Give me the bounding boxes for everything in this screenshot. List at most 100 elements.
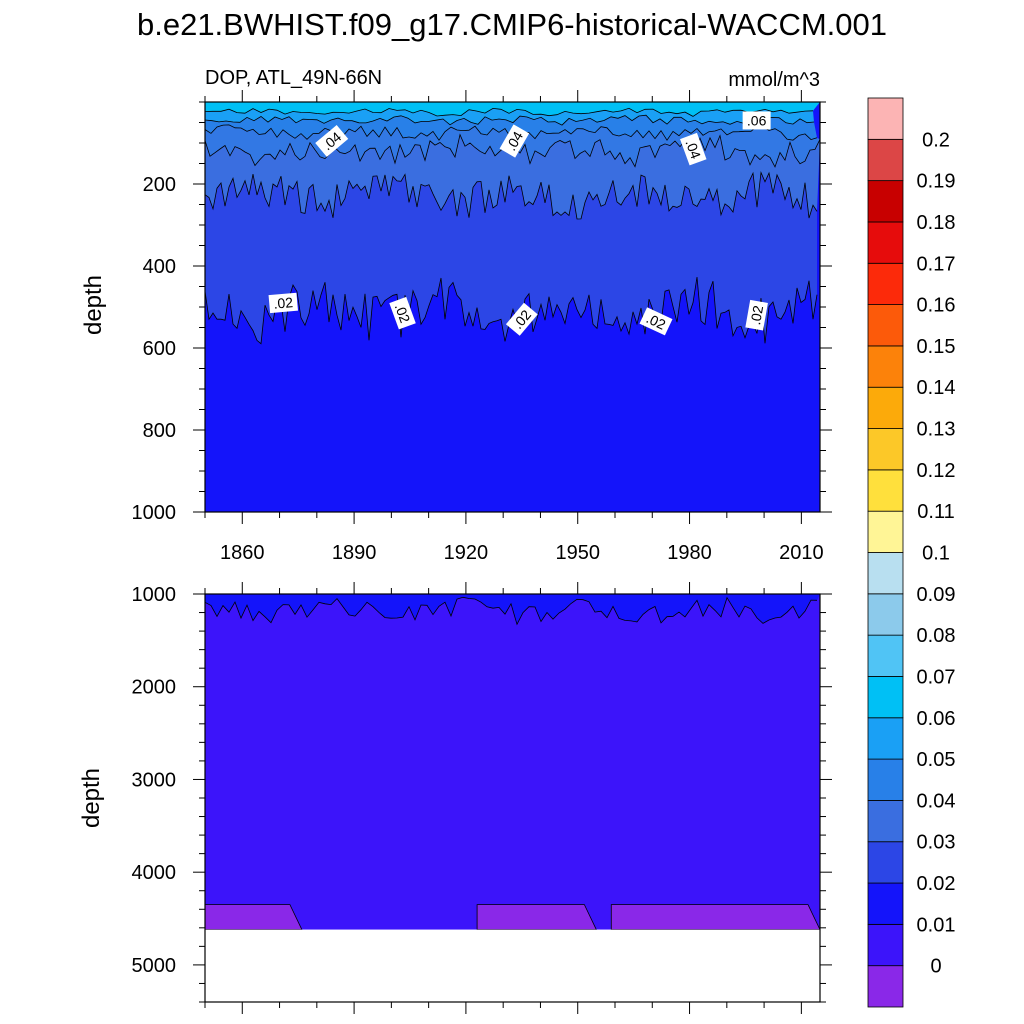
colorbar-swatch (867, 841, 904, 884)
colorbar-tick-label: 0.08 (917, 625, 956, 647)
colorbar-tick-label: 0.11 (917, 501, 954, 523)
y-tick-label: 400 (143, 256, 176, 278)
colorbar-swatch (867, 923, 904, 967)
colorbar-swatch (867, 262, 904, 305)
band-0-0.01-0 (204, 904, 303, 931)
band-0-0.01-2 (610, 904, 821, 931)
colorbar-swatch (867, 97, 904, 140)
band-0.06-0.07 (205, 102, 820, 117)
colorbar-tick-label: 0.04 (917, 790, 956, 812)
contour-label: .02 (268, 292, 299, 314)
colorbar-swatch (867, 510, 904, 553)
colorbar-swatch (867, 345, 904, 388)
y-tick-label: 200 (143, 174, 176, 196)
colorbar-tick-label: 0.15 (917, 336, 956, 358)
colorbar-tick-label: 0 (930, 956, 941, 978)
colorbar-swatch (867, 882, 904, 925)
colorbar-swatch (867, 800, 904, 843)
colorbar-tick-label: 0.14 (917, 377, 956, 399)
colorbar-tick-label: 0.07 (917, 666, 956, 688)
contour-line-4 (204, 170, 818, 220)
band-0-0.01-1 (476, 904, 597, 931)
colorbar-tick-label: 0.2 (922, 129, 950, 151)
colorbar-tick-label: 0.12 (917, 460, 956, 482)
colorbar-swatch (867, 386, 904, 429)
contour-line-5 (204, 276, 818, 345)
colorbar-swatch (867, 428, 904, 471)
colorbar-swatch (867, 304, 904, 347)
colorbar-tick-label: 0.05 (917, 749, 956, 771)
colorbar-swatch (867, 180, 904, 223)
colorbar-swatch (867, 469, 904, 512)
y-tick-label: 600 (143, 338, 176, 360)
contour-label: .04 (499, 124, 530, 158)
contour-label-text: .02 (644, 310, 669, 333)
colorbar-tick-label: 0.01 (917, 914, 956, 936)
contour-label: .02 (745, 299, 768, 331)
colorbar-tick-label: 0.19 (917, 171, 956, 193)
band-0.02-0.03 (205, 172, 817, 344)
y-tick-label: 800 (143, 420, 176, 442)
colorbar-swatch (867, 758, 904, 801)
contour-label: .02 (639, 307, 673, 336)
contour-label-bg (639, 307, 673, 336)
contour-label-bg (389, 296, 416, 330)
colorbar-swatch (867, 965, 904, 1008)
left-subtitle: DOP, ATL_49N-66N (205, 67, 382, 89)
colorbar-swatch (867, 552, 904, 595)
contour-label-text: .06 (747, 112, 767, 128)
colorbar-swatch (867, 221, 904, 264)
contour-label-bg (742, 111, 771, 130)
y-tick-label: 4000 (132, 862, 177, 884)
band-0.03-0.035 (205, 134, 820, 219)
x-tick-label: 1950 (555, 542, 600, 564)
upper-panel: .04.04.04.06.02.02.02.02.022004006008001… (132, 90, 832, 524)
contour-label-text: .04 (682, 137, 704, 161)
contour-label-text: .02 (392, 301, 414, 325)
colorbar-tick-label: 0.13 (917, 419, 956, 441)
colorbar-tick-label: 0.03 (917, 832, 956, 854)
contour-line-1 (204, 114, 815, 126)
y-tick-label: 3000 (132, 769, 177, 791)
lower-y-axis-label: depth (78, 768, 105, 828)
contour-label-bg (680, 132, 707, 166)
contour-label: .04 (680, 132, 707, 166)
colorbar-swatch (867, 717, 904, 760)
upper-y-axis-label: depth (80, 275, 107, 335)
contour-line-deep (204, 596, 818, 626)
x-tick-label: 1860 (220, 542, 265, 564)
colorbar-tick-label: 0.17 (917, 253, 956, 275)
missing-data-area (205, 929, 820, 1002)
contour-label-bg (499, 124, 530, 158)
colorbar-tick-label: 0.06 (917, 708, 956, 730)
x-tick-label: 2010 (779, 542, 824, 564)
units-label: mmol/m^3 (728, 69, 820, 91)
field-0.01-0.02 (205, 594, 820, 930)
y-tick-label: 1000 (132, 584, 177, 606)
colorbar: 0 0.01 0.02 0.03 0.04 0.05 0.06 0.07 0.08 0.09 0.1… (867, 97, 956, 1008)
band-0.02 (205, 594, 820, 625)
colorbar-tick-label: 0.02 (917, 873, 956, 895)
colorbar-swatch (867, 593, 904, 636)
colorbar-swatch (867, 676, 904, 719)
contour-label-bg (745, 299, 768, 331)
x-tick-labels: 1860 1890 1920 1950 1980 2010 (220, 542, 824, 564)
y-tick-label: 5000 (132, 955, 177, 977)
band-0.04-0.05 (205, 115, 817, 141)
contour-label-bg (505, 302, 538, 336)
chart-title: b.e21.BWHIST.f09_g17.CMIP6-historical-WA… (137, 7, 887, 42)
colorbar-tick-label: 0.18 (917, 212, 956, 234)
x-tick-label: 1920 (444, 542, 489, 564)
colorbar-tick-label: 0.1 (922, 543, 950, 565)
y-tick-label: 2000 (132, 677, 177, 699)
colorbar-tick-label: 0.09 (917, 584, 956, 606)
contour-label-bg (268, 292, 299, 314)
contour-label: .04 (315, 125, 349, 157)
contour-label: .06 (742, 111, 771, 130)
y-tick-label: 1000 (132, 502, 177, 524)
x-tick-label: 1890 (332, 542, 377, 564)
contour-label-text: .02 (747, 304, 766, 326)
contour-label: .02 (389, 296, 416, 330)
band-0.05-0.06 (205, 108, 814, 126)
